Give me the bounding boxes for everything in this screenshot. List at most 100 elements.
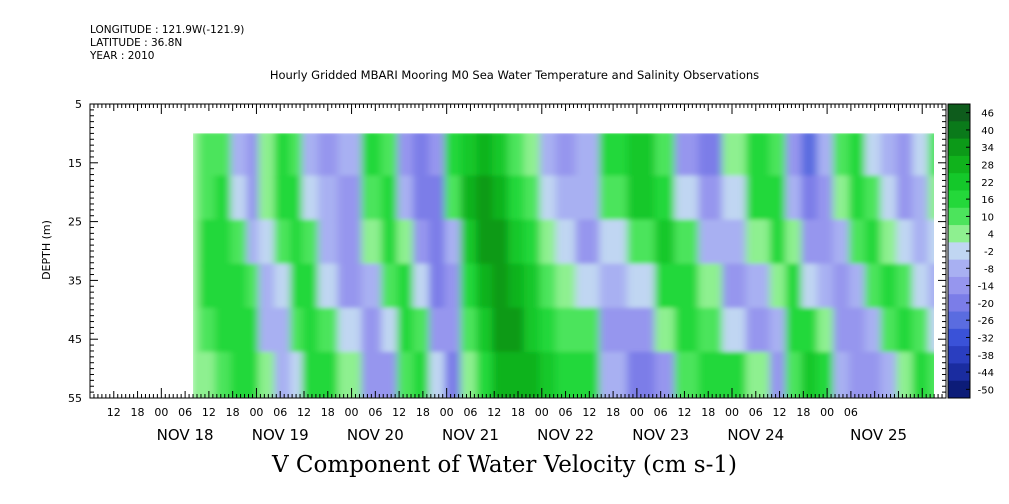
heatmap-cell [476, 263, 497, 312]
heatmap-cell [722, 307, 750, 356]
heatmap-cell [508, 133, 528, 180]
heatmap-cell [258, 307, 279, 356]
colorbar-label: 28 [981, 161, 994, 172]
colorbar-swatch [948, 104, 970, 122]
heatmap-cell [785, 263, 806, 312]
x-tick-label: 00 [345, 406, 359, 419]
heatmap-cell [492, 219, 513, 268]
heatmap-cell [575, 351, 604, 398]
heatmap-cell [769, 351, 790, 398]
heatmap-cell [214, 175, 235, 224]
heatmap-cell [302, 133, 322, 180]
heatmap-cell [698, 133, 727, 180]
x-tick-label: 18 [796, 406, 810, 419]
heatmap-cell [230, 307, 251, 356]
heatmap-cell [864, 307, 885, 356]
heatmap-cell [769, 175, 790, 224]
heatmap-cell [674, 351, 703, 398]
heatmap-cell [785, 175, 806, 224]
heatmap-cell [539, 175, 560, 224]
heatmap-cell [302, 307, 322, 356]
x-tick-label: 06 [178, 406, 192, 419]
heatmap-cell [599, 351, 631, 398]
heatmap-cell [801, 307, 822, 356]
heatmap-cell [193, 133, 203, 180]
heatmap-cell [817, 175, 838, 224]
heatmap-cell [575, 307, 604, 356]
heatmap-cell [880, 263, 901, 312]
heatmap-cell [508, 351, 528, 398]
heatmap-cell [654, 307, 679, 356]
colorbar-label: 22 [981, 178, 994, 189]
colorbar: 46 40 34 28 22 16 10 4 -2 -8 -14 -20 -26 -32 -38 -44 -50 [947, 103, 994, 399]
heatmap-cell [508, 263, 528, 312]
heatmap-cell [214, 219, 235, 268]
heatmap-cell [848, 351, 869, 398]
x-tick-label: 06 [559, 406, 573, 419]
y-tick-label: 25 [68, 216, 82, 229]
heatmap-cell [381, 175, 402, 224]
heatmap-cell [412, 307, 433, 356]
heatmap-cell [626, 307, 659, 356]
heatmap-cell [833, 219, 853, 268]
heatmap-cell [317, 175, 342, 224]
heatmap-cell [230, 175, 251, 224]
heatmap-cell [674, 263, 703, 312]
x-tick-label: 18 [321, 406, 335, 419]
heatmap-cell [722, 219, 750, 268]
heatmap-cell [428, 263, 449, 312]
heatmap-cell [428, 219, 449, 268]
heatmap-cell [912, 351, 933, 398]
heatmap-cell [833, 263, 853, 312]
heatmap-cell [444, 263, 465, 312]
colorbar-label: -50 [978, 385, 994, 396]
heatmap-cell [198, 263, 219, 312]
heatmap-cell [896, 307, 917, 356]
latitude-label: LATITUDE : 36.8N [90, 37, 183, 49]
heatmap-cell [523, 175, 544, 224]
heatmap-cell [864, 133, 885, 180]
heatmap-cell [476, 175, 497, 224]
heatmap-cell [674, 219, 703, 268]
x-tick-label: 12 [773, 406, 787, 419]
x-tick-label: 06 [368, 406, 382, 419]
heatmap-cell [337, 175, 366, 224]
heatmap-cell [880, 175, 901, 224]
heatmap-cell [555, 351, 580, 398]
heatmap-cell [337, 133, 366, 180]
colorbar-label: -38 [978, 351, 994, 362]
x-tick-label: 06 [654, 406, 668, 419]
colorbar-label: -20 [978, 299, 994, 310]
x-date-label: NOV 24 [727, 426, 784, 444]
colorbar-label: 4 [988, 230, 994, 241]
heatmap-cell [381, 263, 402, 312]
heatmap-cell [193, 263, 203, 312]
heatmap-cell [698, 307, 727, 356]
heatmap-cell [428, 351, 449, 398]
heatmap-cell [198, 219, 219, 268]
heatmap-cell [274, 351, 295, 398]
colorbar-label: -32 [978, 333, 994, 344]
heatmap-cell [555, 133, 580, 180]
heatmap-cell [880, 351, 901, 398]
heatmap-cell [523, 219, 544, 268]
heatmap-cell [785, 219, 806, 268]
colorbar-swatch [948, 155, 970, 174]
longitude-label: LONGITUDE : 121.9W(-121.9) [90, 24, 245, 36]
heatmap-cell [599, 175, 631, 224]
heatmap-cell [302, 263, 322, 312]
heatmap-cell [193, 307, 203, 356]
heatmap-cell [817, 307, 838, 356]
heatmap-cell [412, 175, 433, 224]
heatmap-cell [230, 133, 251, 180]
x-tick-label: 18 [131, 406, 145, 419]
heatmap-cell [198, 133, 219, 180]
y-tick-label: 45 [68, 333, 82, 346]
colorbar-label: -14 [978, 282, 994, 293]
heatmap-cell [654, 219, 679, 268]
heatmap-cell [928, 351, 934, 398]
heatmap-cell [361, 219, 386, 268]
heatmap-cell [193, 175, 203, 224]
heatmap-cell [896, 133, 917, 180]
heatmap-cell [492, 133, 513, 180]
